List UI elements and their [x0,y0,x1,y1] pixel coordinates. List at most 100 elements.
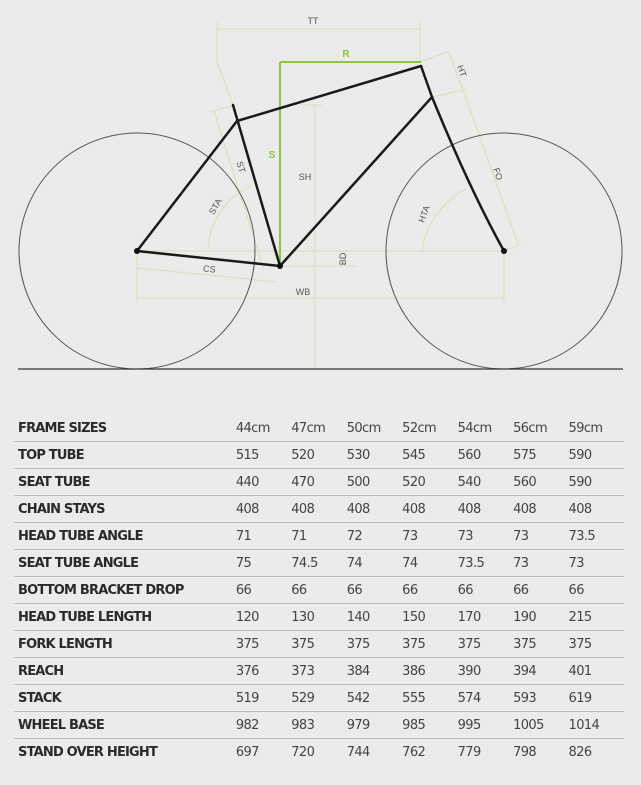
cell-value: 390 [457,657,514,685]
cell-value: 408 [235,495,292,523]
cell-value: 120 [235,603,292,631]
cell-value: 826 [568,744,593,760]
cell-value: 375 [568,630,624,658]
row-label: CHAIN STAYS [14,495,236,523]
cell-value: 66 [568,576,624,604]
dimension-lines [136,22,521,370]
reach-stack-lines [279,61,421,266]
label-wb: WB [296,287,311,297]
cell-value: 73.5 [568,522,624,550]
cell-value: 170 [457,603,514,631]
cell-value: 73 [402,522,458,550]
cell-value: 408 [346,495,403,523]
row-label: HEAD TUBE LENGTH [14,603,236,631]
cell-value: 697 [235,744,260,760]
size-56: 56cm [513,415,569,442]
cell-value: 66 [402,576,458,604]
cell-value: 74 [346,549,403,577]
cell-value: 150 [402,603,458,631]
cell-value: 386 [402,657,458,685]
geometry-table: FRAME SIZES 44cm 47cm 50cm 52cm 54cm 56c… [14,415,624,765]
front-axle [501,248,507,254]
cell-value: 140 [346,603,403,631]
table-row: FORK LENGTH 375 375 375 375 375 375 375 [14,630,624,658]
cell-value: 72 [346,522,403,550]
cell-value: 995 [457,711,514,739]
cell-value: 593 [513,684,569,712]
cell-value: 375 [291,630,347,658]
cell-value: 375 [235,630,292,658]
cell-value: 408 [513,495,569,523]
cell-value: 394 [513,657,569,685]
cell-value: 375 [402,630,458,658]
cell-value: 720 [291,744,315,760]
cell-value: 440 [235,468,292,496]
label-sh: SH [299,172,312,182]
cell-value: 73 [513,522,569,550]
cell-value: 619 [568,684,624,712]
cell-value: 470 [291,468,347,496]
label-tt: TT [308,16,319,26]
cell-value: 190 [513,603,569,631]
cell-value: 73 [568,549,624,577]
cell-value: 375 [346,630,403,658]
cell-value: 983 [291,711,347,739]
cell-value: 408 [402,495,458,523]
cell-value: 500 [346,468,403,496]
cell-value: 542 [346,684,403,712]
row-label: REACH [14,657,236,685]
cell-value: 530 [346,441,403,469]
rear-axle [134,248,140,254]
cell-value: 73 [457,522,514,550]
cell-value: 71 [291,522,347,550]
table-row: STAND OVER HEIGHT 697 720 744 762 779 798 826 [14,739,624,766]
cell-value: 982 [235,711,292,739]
cell-value: 744 [346,744,371,760]
cell-value: 71 [235,522,292,550]
row-label: BOTTOM BRACKET DROP [14,576,236,604]
cell-value: 401 [568,657,624,685]
cell-value: 375 [457,630,514,658]
table-header-row: FRAME SIZES 44cm 47cm 50cm 52cm 54cm 56c… [14,415,624,442]
bike-geometry-diagram: TT R S SH HT FO ST STA HTA CS BD WB [18,16,623,370]
label-r: R [342,49,350,60]
size-59: 59cm [568,415,624,442]
table-row: SEAT TUBE ANGLE 75 74.5 74 74 73.5 73 73 [14,549,624,577]
size-50: 50cm [346,415,403,442]
label-ht: HT [455,64,469,79]
cell-value: 1005 [513,711,569,739]
size-44: 44cm [235,415,292,442]
cell-value: 75 [235,549,292,577]
cell-value: 560 [513,468,569,496]
cell-value: 66 [457,576,514,604]
cell-value: 130 [291,603,347,631]
frame [135,64,506,268]
cell-value: 215 [568,603,624,631]
table-row: STACK 519 529 542 555 574 593 619 [14,684,624,712]
cell-value: 979 [346,711,403,739]
cell-value: 529 [291,684,347,712]
cell-value: 73 [513,549,569,577]
label-bd: BD [338,252,348,265]
cell-value: 408 [568,495,624,523]
size-52: 52cm [402,415,458,442]
cell-value: 574 [457,684,514,712]
label-cs: CS [203,263,216,274]
cell-value: 74 [402,549,458,577]
cell-value: 520 [291,441,347,469]
row-label: TOP TUBE [14,441,236,469]
table-row: BOTTOM BRACKET DROP 66 66 66 66 66 66 66 [14,576,624,604]
size-47: 47cm [291,415,347,442]
label-st: ST [234,160,247,175]
cell-value: 515 [235,441,292,469]
label-sta: STA [207,197,224,217]
cell-value: 408 [291,495,347,523]
header-label: FRAME SIZES [14,415,236,442]
cell-value: 408 [457,495,514,523]
cell-value: 762 [402,744,426,760]
cell-value: 66 [235,576,292,604]
cell-value: 376 [235,657,292,685]
cell-value: 384 [346,657,403,685]
row-label: FORK LENGTH [14,630,236,658]
table-row: REACH 376 373 384 386 390 394 401 [14,657,624,685]
